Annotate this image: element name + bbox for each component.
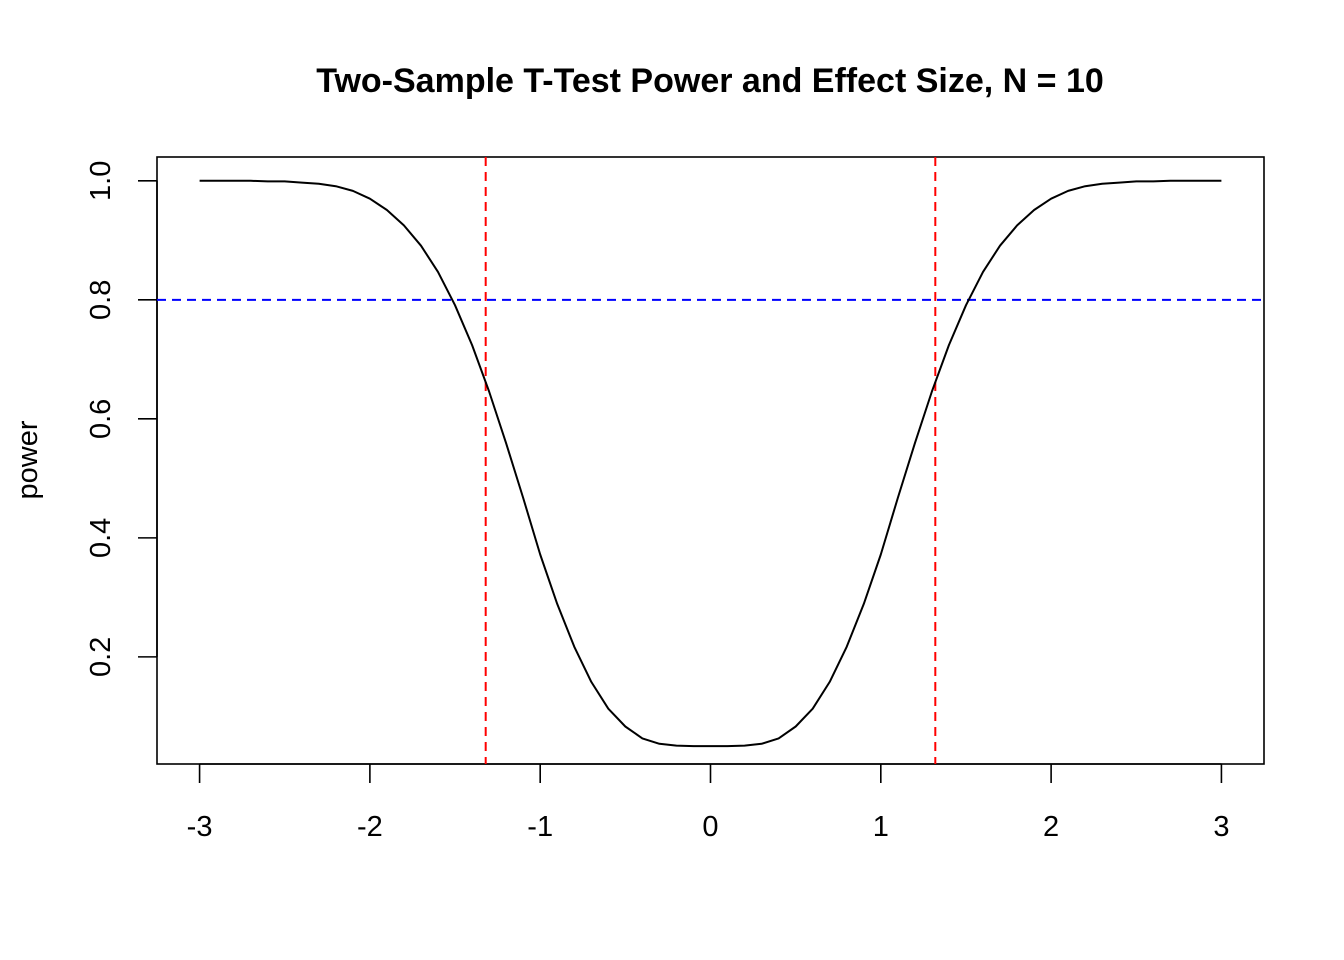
y-tick-label: 0.6 xyxy=(85,399,117,439)
x-tick-label: -2 xyxy=(357,811,383,843)
x-tick-label: -1 xyxy=(527,811,553,843)
y-tick-label: 0.4 xyxy=(85,518,117,558)
x-tick-label: 3 xyxy=(1213,811,1229,843)
x-tick-label: 2 xyxy=(1043,811,1059,843)
y-tick-label: 0.2 xyxy=(85,637,117,677)
chart-title: Two-Sample T-Test Power and Effect Size,… xyxy=(316,62,1104,100)
x-tick-label: 1 xyxy=(873,811,889,843)
x-axis: -3 -2 -1 0 1 2 3 xyxy=(187,763,1229,843)
power-curve-line xyxy=(199,179,1222,748)
series-group xyxy=(199,179,1222,748)
x-tick-label: -3 xyxy=(187,811,213,843)
reference-lines xyxy=(157,157,1264,764)
plot-frame xyxy=(156,156,1265,765)
y-tick-label: 0.8 xyxy=(85,280,117,320)
y-axis-label: power xyxy=(12,420,44,499)
y-tick-label: 1.0 xyxy=(85,161,117,201)
x-tick-label: 0 xyxy=(702,811,718,843)
y-axis: 0.2 0.4 0.6 0.8 1.0 xyxy=(85,161,158,677)
